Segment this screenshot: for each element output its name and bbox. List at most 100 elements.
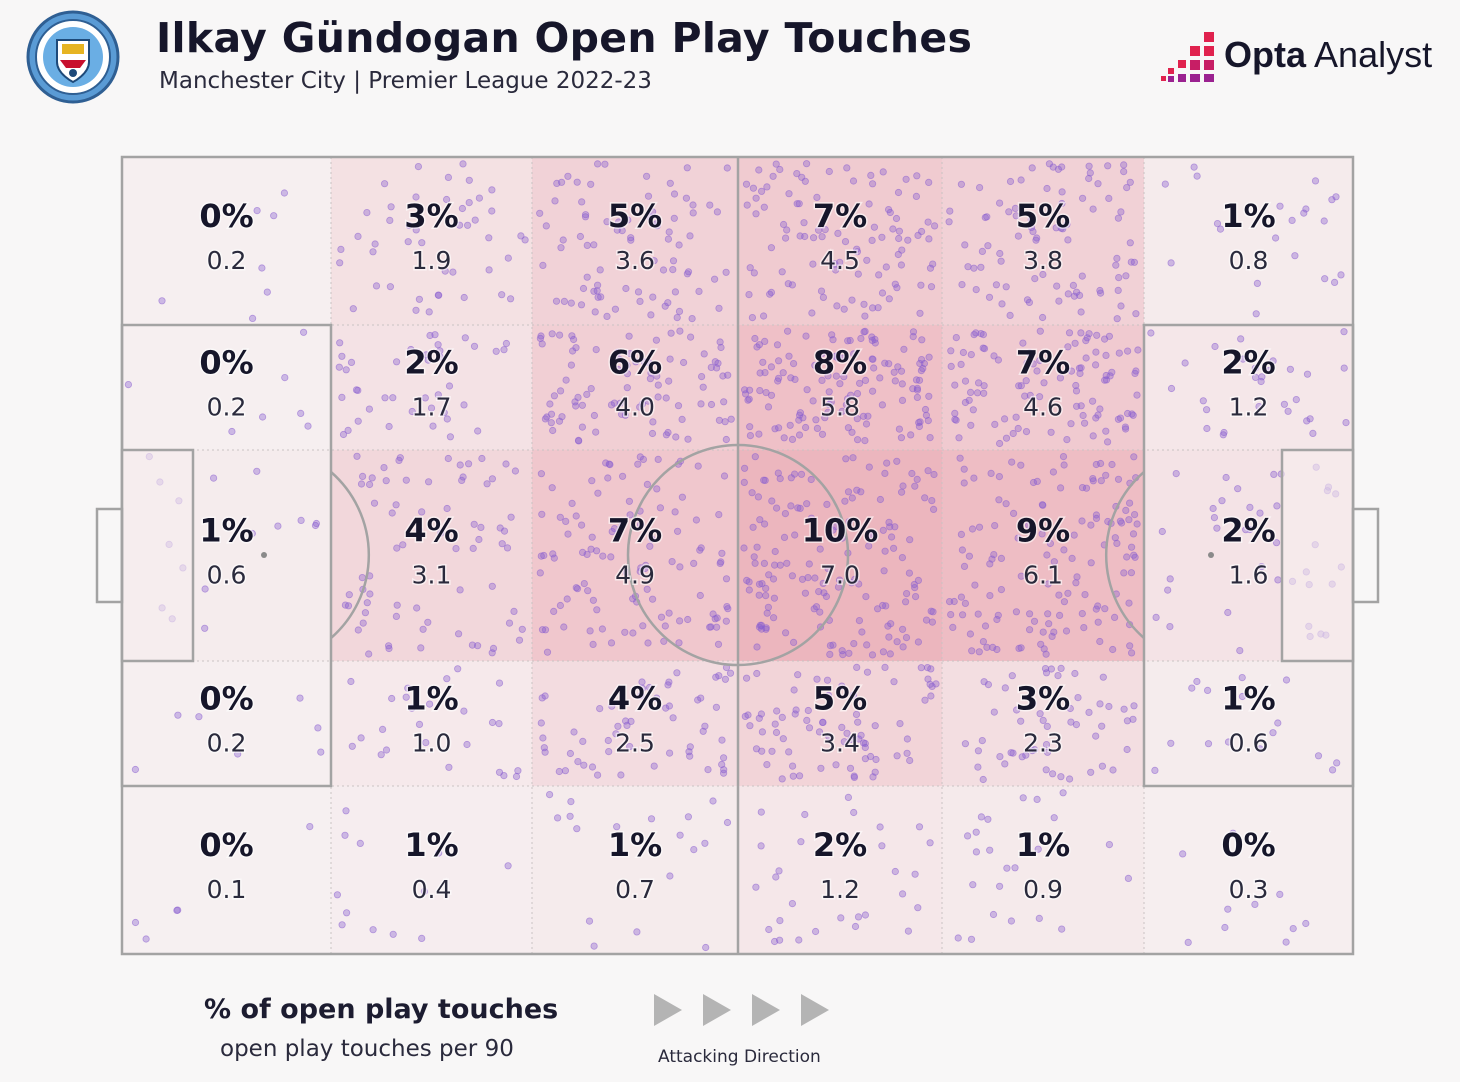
touch-dot bbox=[690, 845, 698, 854]
touch-dot bbox=[917, 355, 926, 364]
touch-dot bbox=[1026, 349, 1034, 357]
touch-dot bbox=[819, 293, 828, 301]
touch-dot bbox=[784, 280, 792, 288]
touch-dot bbox=[817, 764, 825, 772]
zone-per90-label: 0.7 bbox=[615, 875, 655, 904]
touch-dot bbox=[991, 521, 999, 530]
touch-dot bbox=[1009, 429, 1017, 438]
zone-per90-label: 1.0 bbox=[412, 729, 452, 758]
touch-dot bbox=[445, 763, 453, 771]
touch-dot bbox=[758, 728, 767, 736]
touch-dot bbox=[697, 694, 705, 702]
zone-per90-label: 3.1 bbox=[412, 561, 452, 590]
touch-dot bbox=[793, 170, 801, 178]
touch-dot bbox=[717, 343, 725, 352]
touch-dot bbox=[514, 767, 522, 775]
touch-dot bbox=[469, 544, 477, 553]
heat-cell bbox=[1144, 786, 1353, 954]
touch-dot bbox=[1003, 864, 1011, 872]
touch-dot bbox=[585, 917, 594, 925]
touch-dot bbox=[1123, 184, 1131, 192]
touch-dot bbox=[1085, 174, 1093, 183]
touch-dot bbox=[382, 477, 390, 485]
touch-dot bbox=[1167, 739, 1175, 747]
touch-dot bbox=[879, 168, 887, 176]
touch-dot bbox=[594, 489, 602, 497]
touch-dot bbox=[1099, 673, 1107, 681]
touch-dot bbox=[399, 541, 407, 549]
touch-dot bbox=[913, 393, 922, 401]
touch-dot bbox=[470, 342, 479, 350]
touch-dot bbox=[1039, 313, 1047, 322]
zone-per90-label: 4.6 bbox=[1023, 393, 1063, 422]
touch-dot bbox=[929, 505, 938, 513]
touch-dot bbox=[1027, 216, 1035, 224]
touch-dot bbox=[576, 232, 585, 241]
touch-dot bbox=[669, 265, 677, 274]
touch-dot bbox=[706, 201, 714, 209]
touch-dot bbox=[1032, 236, 1040, 244]
touch-dot bbox=[357, 480, 366, 488]
touch-dot bbox=[1105, 840, 1114, 849]
touch-dot bbox=[762, 584, 770, 593]
touch-dot bbox=[555, 767, 563, 776]
touch-dot bbox=[814, 226, 823, 234]
opta-analyst-logo: Opta Analyst bbox=[1160, 28, 1450, 84]
touch-dot bbox=[648, 595, 657, 603]
touch-dot bbox=[444, 173, 452, 181]
touch-dot bbox=[675, 639, 683, 647]
touch-dot bbox=[389, 930, 397, 938]
touch-dot bbox=[1031, 274, 1039, 283]
touch-dot bbox=[648, 208, 657, 216]
touch-dot bbox=[912, 192, 921, 200]
touch-dot bbox=[752, 194, 760, 202]
touch-dot bbox=[890, 368, 898, 376]
touch-dot bbox=[755, 430, 763, 438]
touch-dot bbox=[966, 388, 975, 396]
touch-dot bbox=[636, 297, 644, 305]
touch-dot bbox=[848, 494, 856, 502]
touch-dot bbox=[718, 736, 726, 744]
touch-dot bbox=[572, 512, 580, 520]
touch-dot bbox=[1022, 427, 1031, 436]
touch-dot bbox=[795, 772, 804, 780]
touch-dot bbox=[1053, 282, 1061, 290]
touch-dot bbox=[1166, 622, 1174, 631]
zone-per90-label: 0.3 bbox=[1229, 875, 1269, 904]
touch-dot bbox=[1092, 348, 1100, 356]
touch-dot bbox=[463, 221, 472, 229]
touch-dot bbox=[644, 639, 652, 647]
touch-dot bbox=[967, 350, 975, 359]
touch-dot bbox=[455, 221, 464, 229]
touch-dot bbox=[1005, 208, 1013, 216]
touch-dot bbox=[1050, 558, 1058, 566]
touch-dot bbox=[1012, 212, 1020, 220]
touch-dot bbox=[263, 288, 271, 296]
touch-dot bbox=[832, 372, 841, 380]
touch-dot bbox=[608, 527, 616, 536]
touch-dot bbox=[353, 452, 361, 460]
zone-percentage-label: 1% bbox=[404, 826, 458, 864]
touch-dot bbox=[1072, 579, 1080, 587]
touch-dot bbox=[1337, 271, 1345, 279]
touch-dot bbox=[370, 499, 379, 507]
touch-dot bbox=[1252, 310, 1260, 318]
touch-dot bbox=[443, 504, 451, 513]
touch-dot bbox=[776, 916, 784, 925]
touch-dot bbox=[446, 433, 454, 441]
touch-dot bbox=[876, 374, 884, 382]
touch-dot bbox=[665, 377, 673, 385]
touch-dot bbox=[1269, 357, 1277, 365]
touch-dot bbox=[396, 454, 404, 462]
touch-dot bbox=[701, 722, 709, 730]
touch-dot bbox=[975, 184, 984, 192]
touch-dot bbox=[611, 305, 620, 313]
touch-dot bbox=[1302, 205, 1310, 213]
touch-dot bbox=[347, 677, 355, 686]
touch-dot bbox=[568, 499, 576, 507]
touch-dot bbox=[654, 381, 662, 389]
touch-dot bbox=[785, 352, 793, 360]
touch-dot bbox=[911, 592, 920, 601]
touch-dot bbox=[952, 416, 960, 424]
touch-dot bbox=[1123, 717, 1132, 725]
